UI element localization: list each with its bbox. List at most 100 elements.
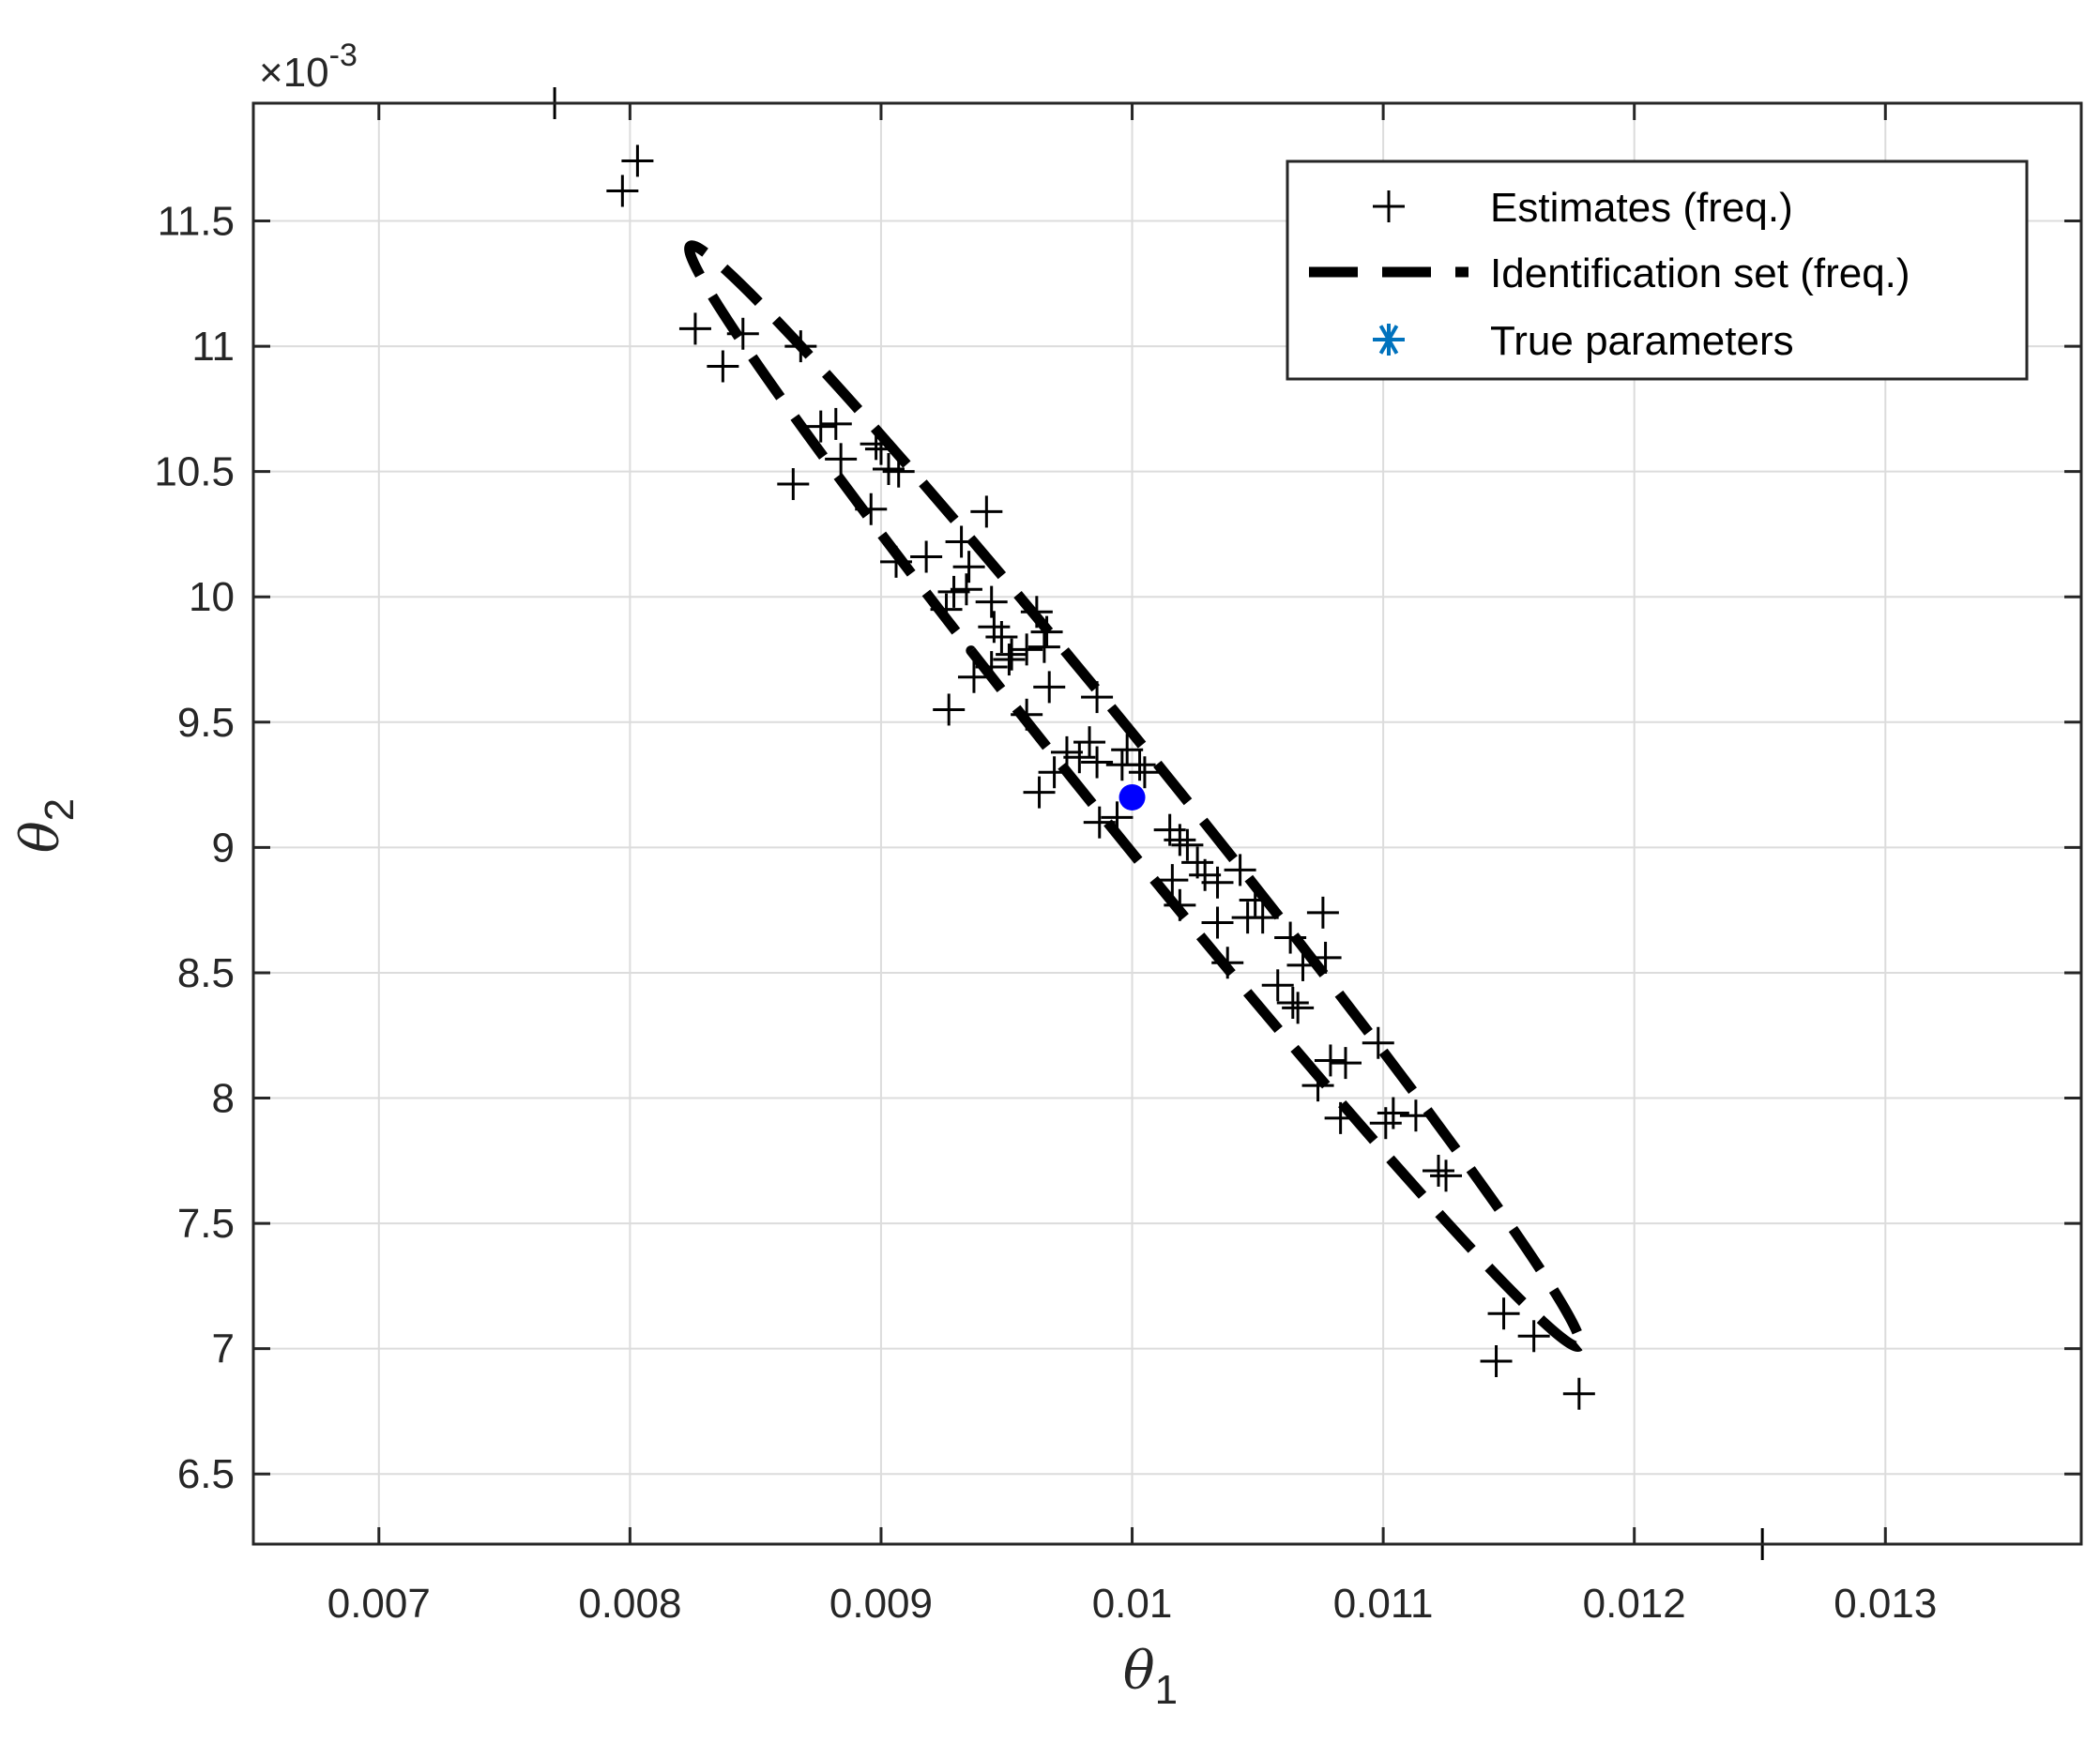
estimate-point [945,525,978,558]
estimate-point [825,443,858,476]
legend-true-parameters-marker [1373,324,1405,356]
y-tick-label: 11 [191,324,235,370]
estimate-point [1562,1377,1595,1410]
x-tick-labels: 0.007 0.008 0.009 0.01 0.011 0.012 0.013 [327,1581,1938,1627]
estimate-point [860,428,892,461]
estimate-point [864,432,897,465]
x-tick-label: 0.011 [1333,1581,1434,1627]
estimate-point [1171,828,1204,861]
y-tick-label: 7 [212,1326,235,1372]
legend: Estimates (freq.) Identification set (fr… [1286,159,2029,381]
estimate-point [1081,746,1114,779]
estimate-point [1324,1101,1357,1134]
estimate-point [1517,1320,1550,1353]
estimate-point [1073,726,1106,759]
estimate-point [930,593,963,626]
y-axis-label: θ2 [10,798,83,853]
true-parameters-point [1118,783,1146,811]
estimate-point [1422,1154,1454,1187]
x-tick-label: 0.01 [1092,1581,1173,1627]
y-tick-label: 10.5 [154,449,235,495]
estimate-point [1362,1026,1394,1059]
legend-plus-marker [1373,190,1405,222]
estimate-point [1189,858,1222,891]
estimate-point [880,545,913,578]
estimate-point [1156,864,1189,897]
estimate-point [1023,776,1056,809]
estimate-point [1301,1069,1334,1102]
y-tick-label: 9 [212,825,235,871]
estimate-point [1081,681,1114,714]
estimate-point [1181,846,1214,879]
axis-ticks [253,103,2081,1544]
y-axis-label-group: θ2 [10,798,83,853]
estimate-point [1050,735,1083,768]
axes-box [251,101,2083,1546]
estimate-point [1261,969,1294,1002]
x-axis-label: θ1 [1123,1641,1178,1713]
y-tick-label: 6.5 [177,1451,235,1497]
estimate-point [1201,906,1234,939]
legend-label-estimates: Estimates (freq.) [1490,185,1793,231]
estimate-point [933,693,966,726]
estimate-point [1011,633,1043,666]
estimate-point [777,468,810,501]
y-tick-label: 8 [212,1076,235,1122]
estimate-point [1123,749,1156,781]
estimate-point [1201,866,1234,899]
legend-label-true-parameters: True parameters [1490,318,1794,364]
estimate-point [1111,734,1144,766]
estimate-point [1306,896,1339,929]
estimate-point [1276,986,1309,1019]
estimate-point [970,495,1003,528]
estimate-point [975,585,1008,618]
estimate-point [996,638,1028,671]
estimate-point [606,174,639,207]
x-tick-label: 0.007 [327,1581,431,1627]
estimate-point [952,551,985,583]
estimate-point [1282,992,1315,1024]
y-tick-label: 9.5 [177,700,235,746]
estimate-point [707,350,739,383]
estimate-point [1020,596,1053,629]
estimate-point [1246,902,1279,934]
estimate-point [1480,1344,1513,1377]
estimate-point [1487,1297,1520,1330]
estimate-point [1164,888,1196,921]
identification-set-ellipse [684,240,1586,1353]
y-tick-label: 11.5 [158,199,235,245]
x-tick-label: 0.009 [829,1581,933,1627]
estimate-point [621,144,654,177]
estimate-point [882,455,915,488]
estimate-point [1083,806,1116,839]
x-tick-label: 0.012 [1583,1581,1686,1627]
y-tick-label: 10 [189,574,235,620]
estimate-point [993,644,1026,676]
estimate-point [1314,1044,1347,1077]
estimate-point [1033,671,1066,704]
y-tick-label: 8.5 [177,950,235,996]
estimate-point [1030,615,1063,648]
x-tick-label: 0.008 [578,1581,681,1627]
estimate-point [1399,1099,1432,1132]
estimate-point [1274,921,1307,954]
estimate-point [726,317,759,350]
estimate-point [1011,698,1043,731]
estimate-point [910,540,943,573]
legend-label-identification: Identification set (freq.) [1490,250,1910,296]
estimate-point [1128,756,1161,789]
true-parameters-marker [1118,783,1146,811]
estimate-point [1329,1047,1362,1080]
estimate-point [937,575,970,608]
estimate-point [804,410,837,443]
identification-set-path [684,240,1586,1353]
estimate-point [819,407,852,440]
x-tick-label: 0.013 [1834,1581,1937,1627]
estimate-point [1377,1097,1409,1129]
estimate-point [855,493,888,525]
y-axis-exponent: ×10-3 [259,38,358,96]
estimate-point [1309,941,1342,974]
estimate-point [1239,884,1271,917]
y-tick-label: 7.5 [177,1201,235,1247]
